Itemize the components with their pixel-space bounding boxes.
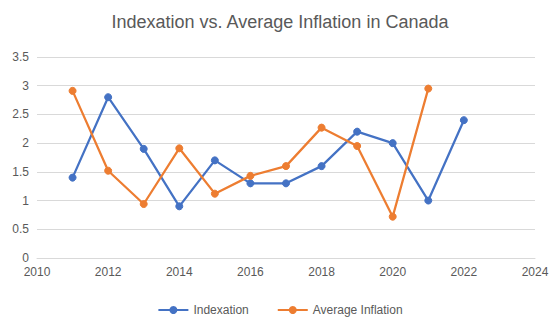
svg-text:2024: 2024: [522, 265, 549, 279]
svg-text:2014: 2014: [166, 265, 193, 279]
svg-text:2022: 2022: [451, 265, 478, 279]
svg-text:3: 3: [22, 79, 29, 93]
svg-text:Average Inflation: Average Inflation: [313, 303, 403, 317]
svg-text:1: 1: [22, 194, 29, 208]
svg-text:2020: 2020: [379, 265, 406, 279]
svg-text:3.5: 3.5: [12, 50, 29, 64]
svg-text:2.5: 2.5: [12, 107, 29, 121]
svg-text:2012: 2012: [95, 265, 122, 279]
svg-text:2016: 2016: [237, 265, 264, 279]
svg-text:1.5: 1.5: [12, 165, 29, 179]
svg-text:2010: 2010: [24, 265, 51, 279]
svg-text:Indexation vs. Average Inflati: Indexation vs. Average Inflation in Cana…: [112, 12, 450, 32]
svg-text:0: 0: [22, 251, 29, 265]
svg-text:Indexation: Indexation: [193, 303, 248, 317]
svg-text:2: 2: [22, 136, 29, 150]
svg-text:2018: 2018: [308, 265, 335, 279]
svg-text:0.5: 0.5: [12, 222, 29, 236]
